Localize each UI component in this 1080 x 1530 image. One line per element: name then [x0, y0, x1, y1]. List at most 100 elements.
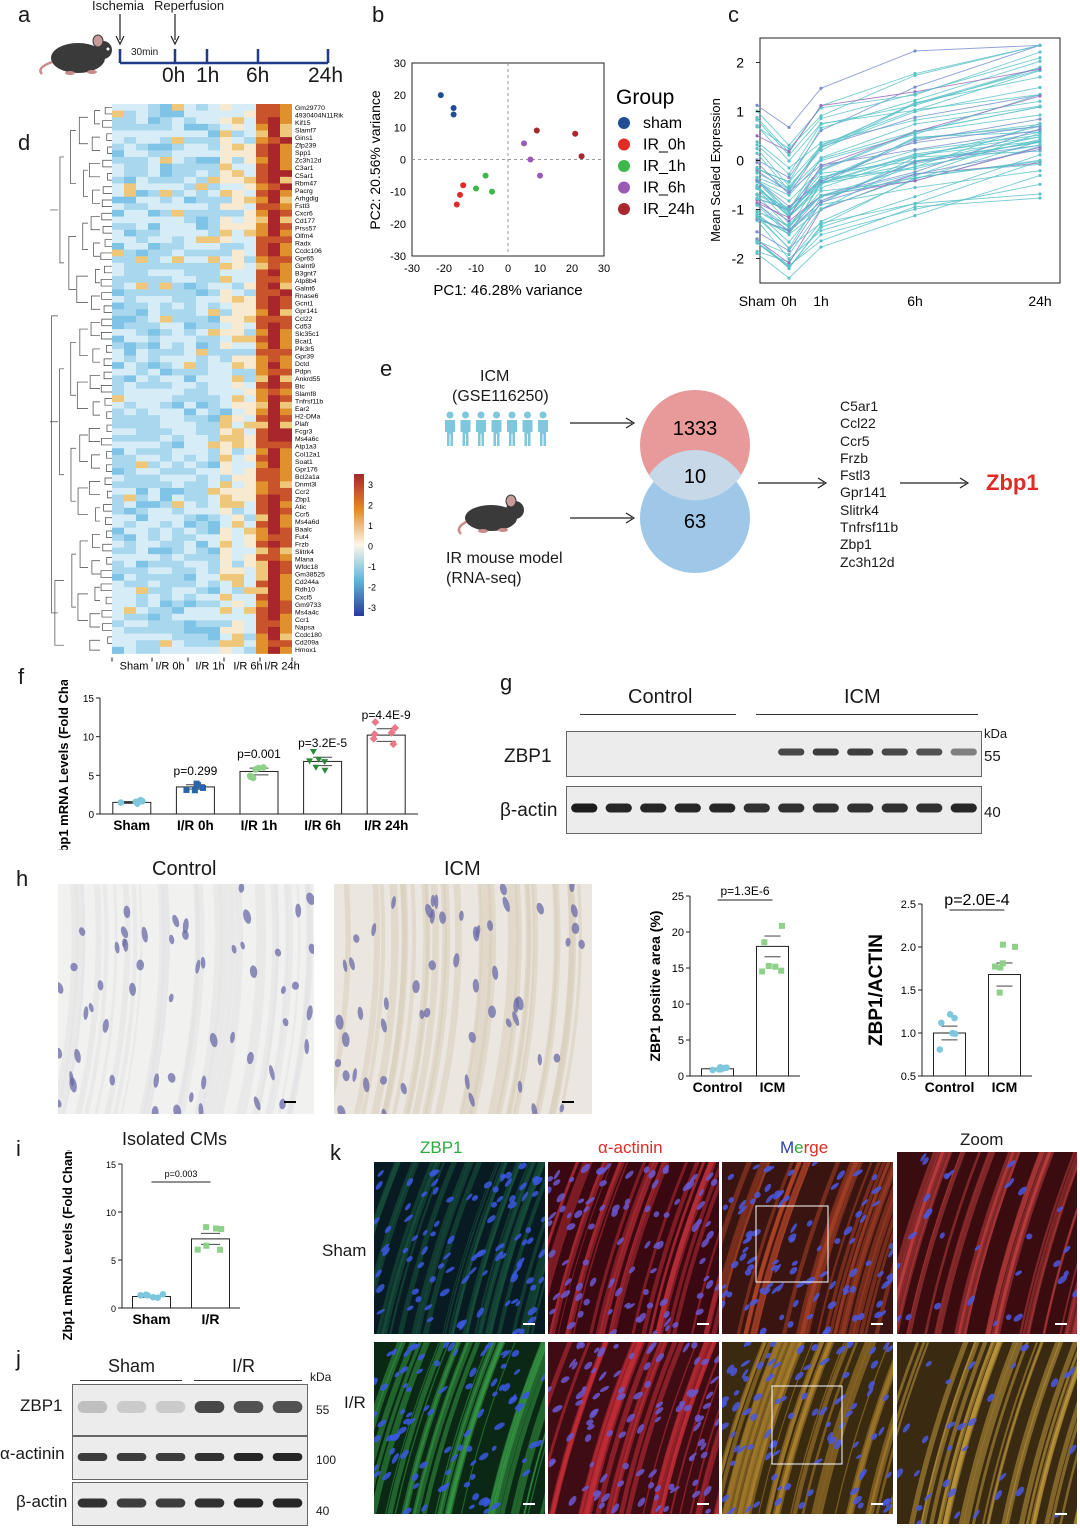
heatmap-cell — [268, 110, 280, 118]
pca-point — [527, 156, 534, 163]
heatmap-cell — [184, 401, 196, 409]
heatmap-gene-label: Mlana — [295, 557, 314, 564]
heatmap-cell — [232, 428, 244, 436]
heatmap-cell — [136, 487, 148, 495]
heatmap-cell — [148, 282, 160, 290]
trend-point — [787, 149, 791, 154]
blot-j-actinin — [72, 1436, 308, 1480]
heatmap-cell — [184, 362, 196, 370]
heatmap-cell — [196, 494, 208, 502]
heatmap-cell — [280, 269, 292, 277]
heatmap-cell — [232, 348, 244, 356]
bar-ytick: 0 — [88, 810, 94, 821]
heatmap-cell — [208, 143, 220, 151]
heatmap-cell — [160, 117, 172, 125]
blot-band — [812, 803, 839, 813]
trend-point — [913, 49, 917, 53]
heatmap-cell — [172, 567, 184, 575]
heatmap-cell — [184, 435, 196, 443]
heatmap-cell — [244, 441, 256, 449]
blot-g-mw-55: 55 — [984, 748, 1001, 765]
heatmap-cell — [208, 262, 220, 270]
heatmap-cell — [172, 527, 184, 535]
trend-point — [755, 192, 759, 196]
heatmap-cell — [232, 395, 244, 403]
overlap-gene: Gpr141 — [840, 484, 887, 501]
heatmap-cell — [172, 441, 184, 449]
trend-point — [1038, 182, 1042, 186]
heatmap-cell — [208, 362, 220, 370]
blot-g-zbp1 — [566, 731, 982, 777]
heatmap-cell — [160, 243, 172, 251]
trend-point — [819, 104, 823, 108]
pca-xtick: 10 — [534, 263, 546, 275]
pca-point — [437, 92, 444, 99]
heatmap-cell — [160, 329, 172, 337]
heatmap-gene-label: Ms4a6d — [295, 519, 319, 526]
heatmap-cell — [136, 401, 148, 409]
heatmap-cell — [112, 428, 124, 436]
heatmap-cell — [280, 435, 292, 443]
trend-point — [755, 203, 759, 207]
heatmap-cell — [268, 448, 280, 456]
heatmap-cell — [196, 401, 208, 409]
heatmap-cell — [172, 196, 184, 204]
heatmap-cell — [112, 613, 124, 621]
heatmap-cell — [148, 415, 160, 423]
heatmap-cell — [184, 256, 196, 264]
heatmap-cell — [256, 454, 268, 462]
heatmap-cell — [184, 196, 196, 204]
heatmap-cell — [112, 156, 124, 164]
blot-band — [778, 803, 805, 813]
trend-point — [787, 226, 791, 230]
heatmap-cell — [160, 190, 172, 198]
heatmap-cell — [196, 375, 208, 383]
heatmap-cell — [280, 468, 292, 476]
heatmap-cell — [172, 170, 184, 178]
heatmap-cell — [160, 527, 172, 535]
heatmap-cell — [124, 262, 136, 270]
heatmap-cell — [208, 421, 220, 429]
heatmap-cell — [256, 315, 268, 323]
blot-band — [116, 1453, 147, 1461]
heatmap-cell — [148, 382, 160, 390]
trend-point — [1038, 113, 1042, 117]
heatmap-cell — [112, 626, 124, 634]
heatmap-cell — [184, 262, 196, 270]
heatmap-cell — [244, 507, 256, 515]
bar-point — [144, 1291, 151, 1299]
heatmap-cell — [208, 163, 220, 171]
scale-tick: -1 — [368, 562, 376, 572]
trend-point — [913, 214, 917, 218]
bar-point — [194, 782, 201, 789]
heatmap-cell — [220, 170, 232, 178]
heatmap-cell — [280, 607, 292, 615]
blot-band — [847, 803, 874, 813]
heatmap-cell — [280, 613, 292, 621]
blot-band — [155, 1401, 186, 1413]
heatmap-cell — [208, 302, 220, 310]
pca-xtick: -10 — [468, 263, 484, 275]
heatmap-gene-label: Ear2 — [295, 406, 310, 413]
trend-point — [913, 92, 917, 96]
heatmap-cell — [196, 474, 208, 482]
heatmap-gene-label: Frzb — [295, 542, 309, 549]
heatmap-cell — [244, 348, 256, 356]
heatmap-cell — [232, 117, 244, 125]
heatmap-cell — [184, 335, 196, 343]
trend-point — [787, 125, 791, 130]
heatmap-cell — [172, 130, 184, 138]
heatmap-cell — [184, 368, 196, 376]
heatmap-cell — [136, 110, 148, 118]
heatmap-cell — [244, 342, 256, 350]
bar-point — [999, 941, 1006, 948]
trend-point — [787, 159, 791, 163]
heatmap-cell — [148, 554, 160, 562]
trend-point — [755, 116, 759, 120]
heatmap-cell — [280, 640, 292, 648]
heatmap-cell — [232, 507, 244, 515]
trend-point — [755, 197, 759, 201]
bar-point — [371, 718, 380, 727]
heatmap-cell — [280, 580, 292, 588]
heatmap-cell — [280, 448, 292, 456]
